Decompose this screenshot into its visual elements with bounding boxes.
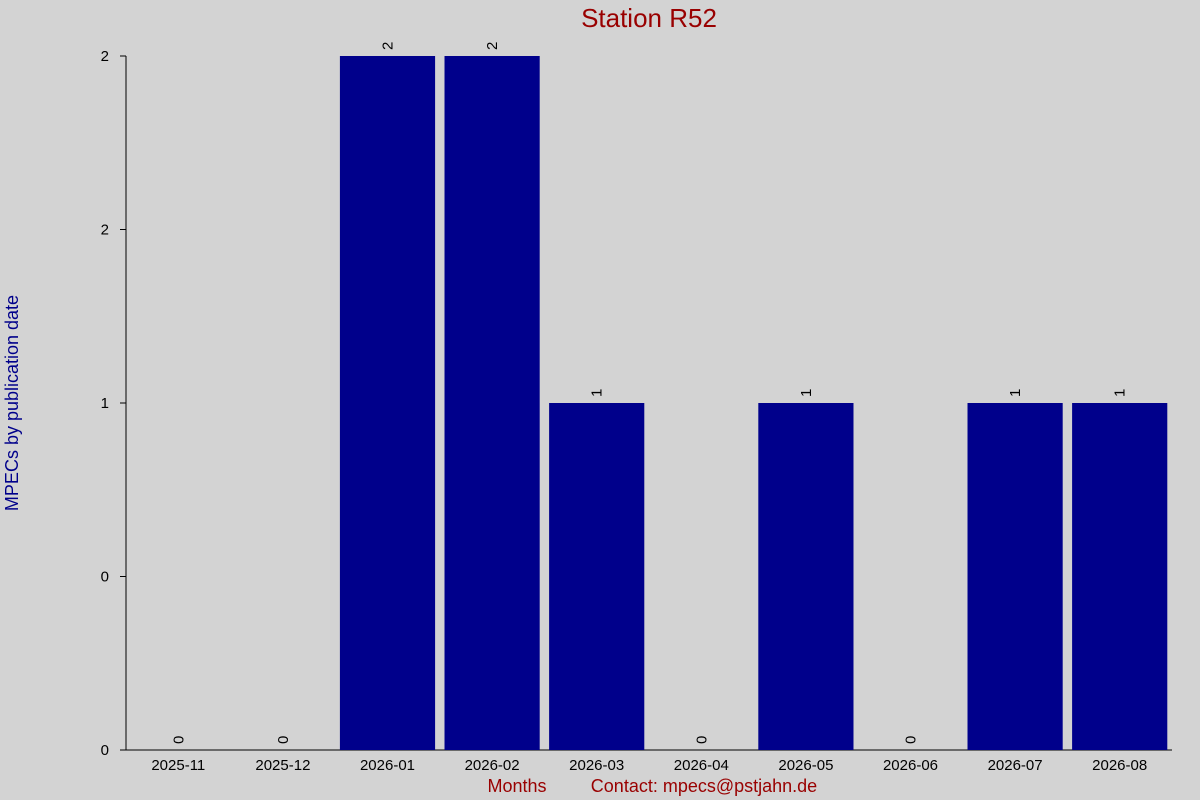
contact-note: Contact: mpecs@pstjahn.de bbox=[591, 776, 817, 796]
y-axis-title: MPECs by publication date bbox=[2, 295, 22, 511]
chart-title: Station R52 bbox=[581, 3, 717, 33]
value-label: 2 bbox=[380, 42, 397, 50]
x-tick-label: 2025-12 bbox=[255, 757, 310, 774]
x-tick-label: 2026-08 bbox=[1092, 757, 1147, 774]
bar bbox=[444, 56, 540, 750]
bar bbox=[758, 403, 854, 750]
x-tick-label: 2026-04 bbox=[674, 757, 729, 774]
x-tick-label: 2026-07 bbox=[988, 757, 1043, 774]
x-tick-label: 2026-03 bbox=[569, 757, 624, 774]
x-axis-title: Months bbox=[487, 776, 546, 796]
value-label: 1 bbox=[1112, 389, 1129, 397]
value-label: 0 bbox=[693, 736, 710, 744]
x-tick-label: 2025-11 bbox=[151, 757, 205, 774]
bar bbox=[339, 56, 436, 750]
x-tick-label: 2026-06 bbox=[883, 757, 938, 774]
y-tick-label: 2 bbox=[101, 222, 109, 239]
y-tick-label: 0 bbox=[101, 569, 109, 586]
x-tick-label: 2026-05 bbox=[778, 757, 833, 774]
y-tick-label: 2 bbox=[101, 48, 109, 65]
value-label: 0 bbox=[275, 736, 292, 744]
x-tick-label: 2026-01 bbox=[360, 757, 415, 774]
y-tick-label: 0 bbox=[101, 742, 109, 759]
bar bbox=[1072, 403, 1168, 750]
value-label: 0 bbox=[170, 736, 187, 744]
value-label: 1 bbox=[1007, 389, 1024, 397]
value-label: 1 bbox=[798, 389, 815, 397]
y-tick-label: 1 bbox=[101, 395, 109, 412]
value-label: 1 bbox=[589, 389, 606, 397]
bar bbox=[967, 403, 1063, 750]
value-label: 2 bbox=[484, 42, 501, 50]
value-label: 0 bbox=[903, 736, 920, 744]
bar bbox=[549, 403, 645, 750]
x-tick-label: 2026-02 bbox=[465, 757, 520, 774]
